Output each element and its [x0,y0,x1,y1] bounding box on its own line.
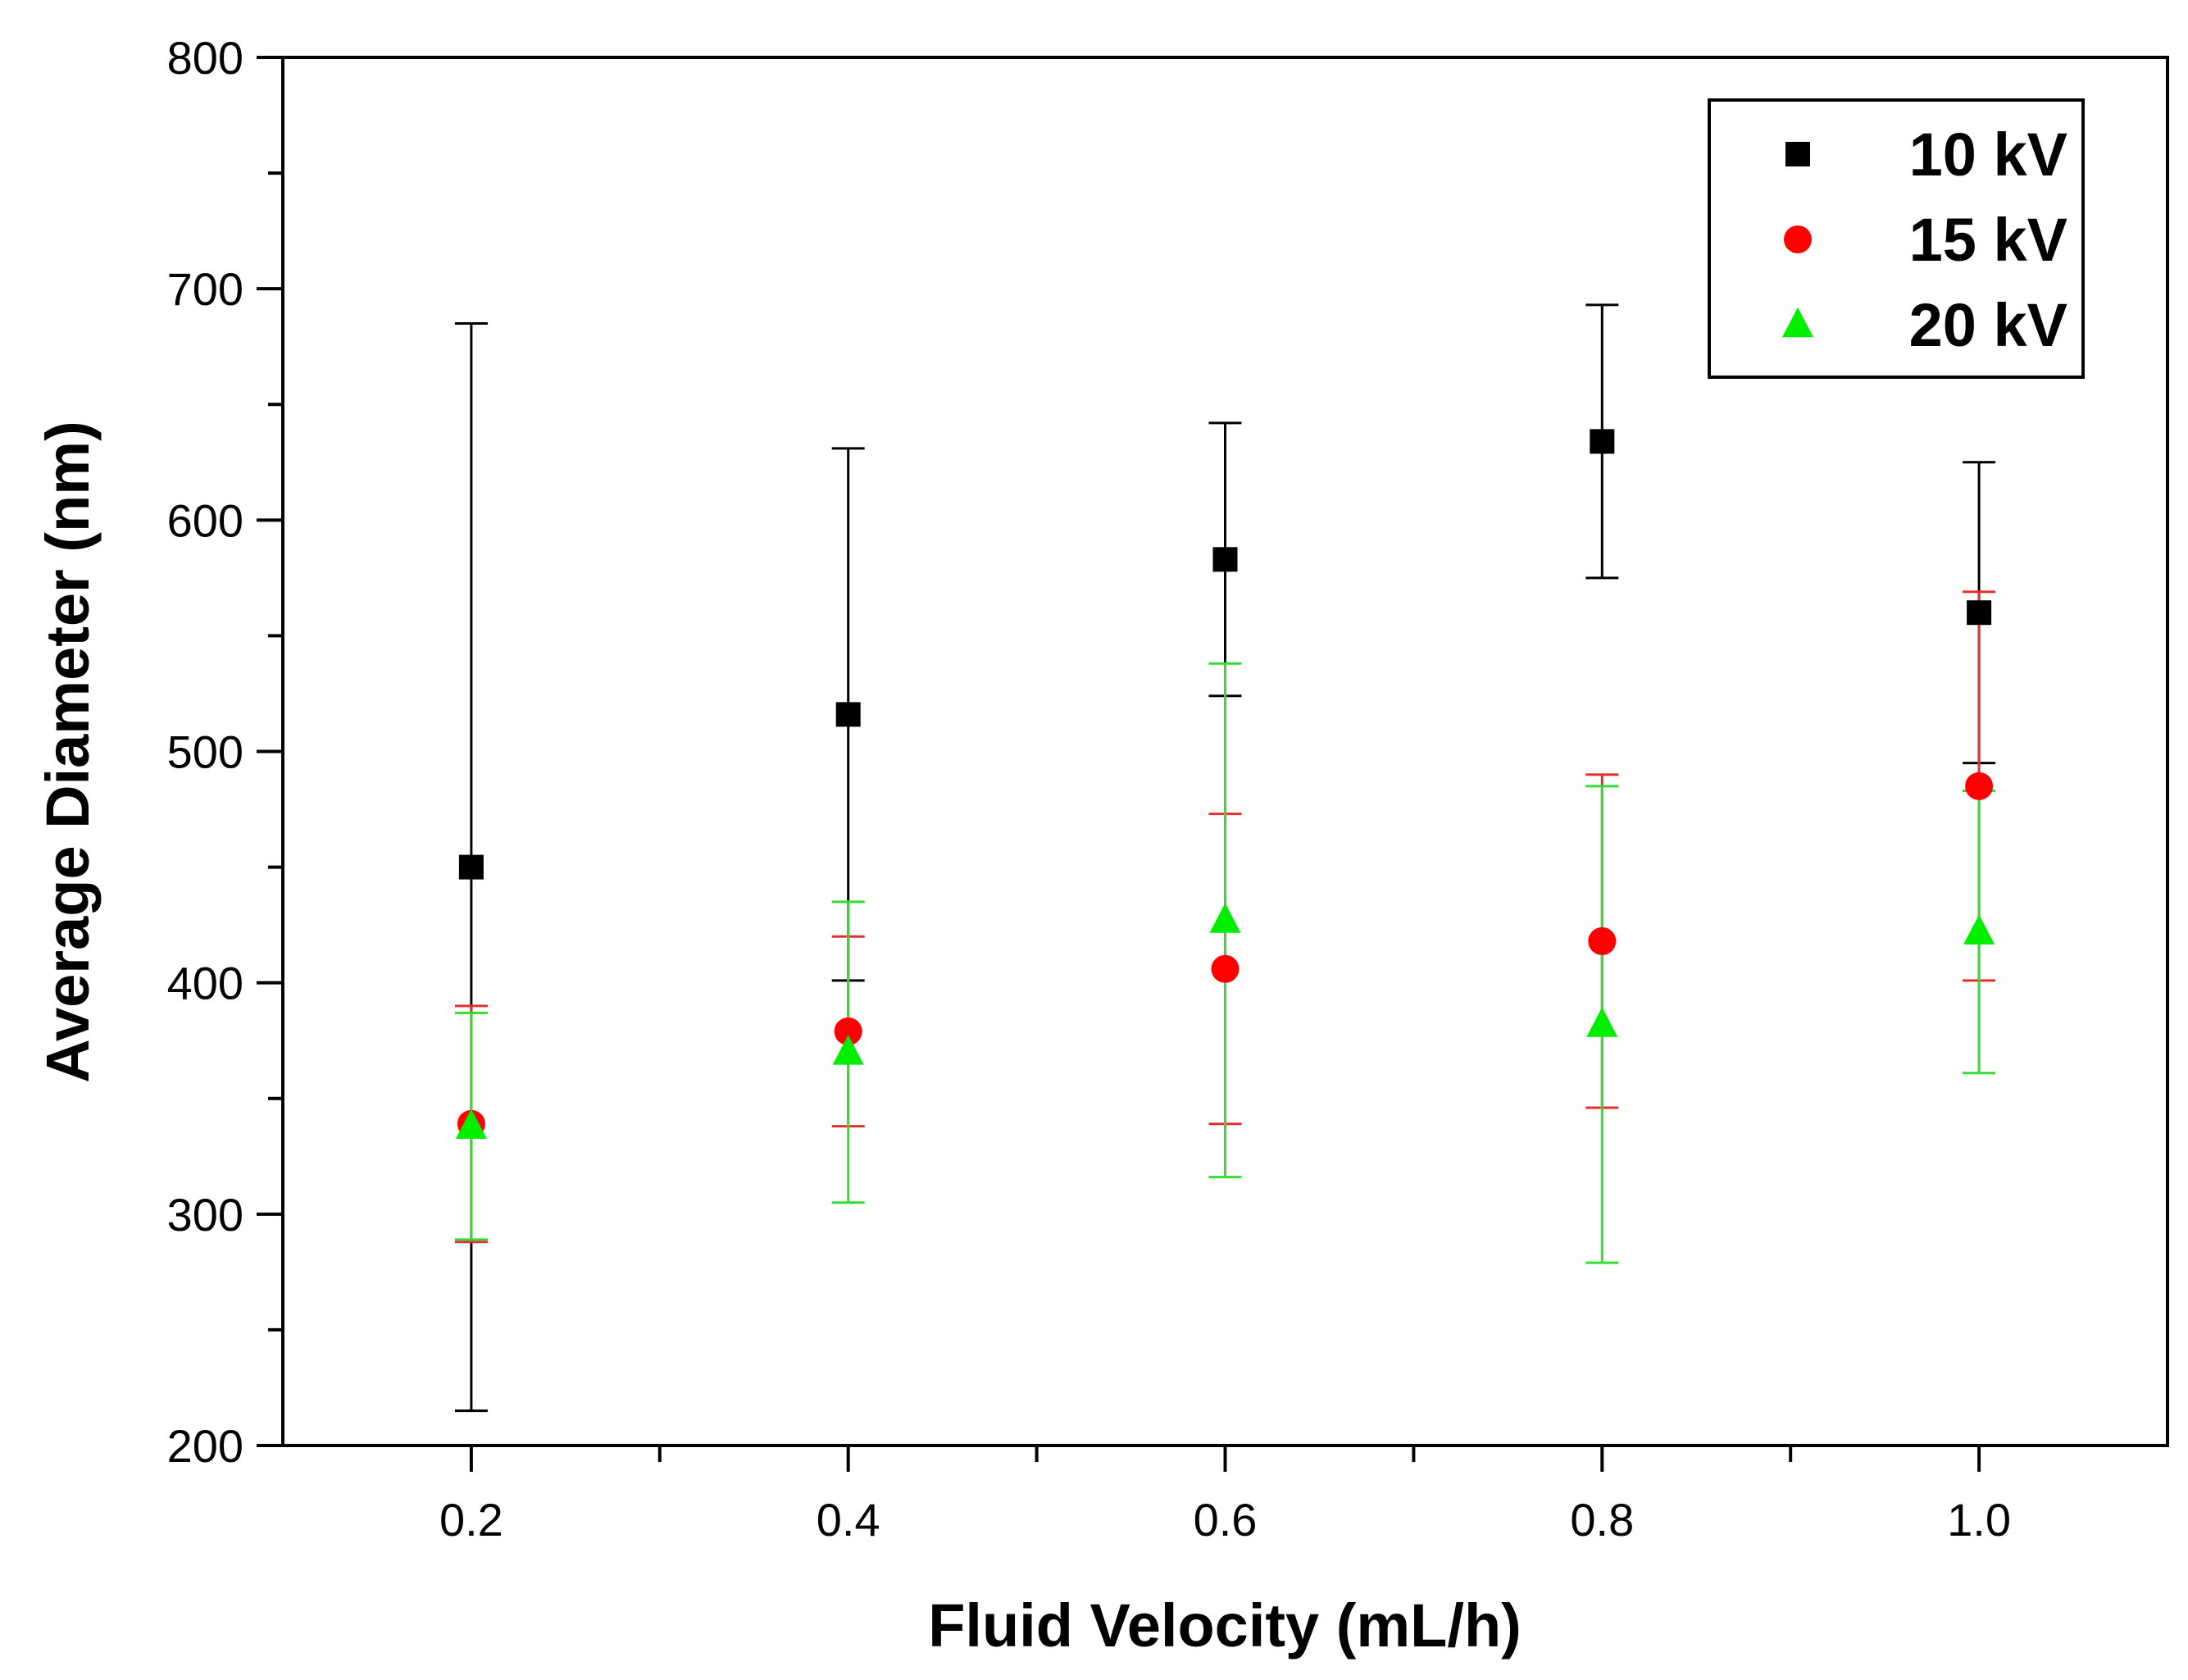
data-point-20kv [1209,903,1241,933]
data-point-20kv [455,1109,487,1139]
legend-marker-15kv [1784,225,1812,253]
data-point-10kv [1212,547,1238,572]
legend-label: 15 kV [1909,206,2067,274]
data-markers [455,429,1995,1139]
data-point-10kv [458,854,484,880]
x-tick-label: 0.8 [1570,1494,1634,1546]
data-point-10kv [1590,429,1615,454]
y-tick-label: 600 [167,494,243,546]
legend-label: 10 kV [1909,121,2067,189]
data-point-15kv [1965,772,1994,800]
x-tick-label: 0.2 [439,1494,503,1546]
y-tick-label: 800 [167,32,243,84]
y-tick-label: 400 [167,958,243,1009]
y-tick-label: 300 [167,1189,243,1241]
legend-box [1708,98,2085,379]
x-axis-label: Fluid Velocity (mL/h) [928,1591,1522,1660]
data-point-20kv [1963,914,1995,945]
y-axis-label: Average Diameter (nm) [34,421,102,1082]
legend-marker-10kv [1785,142,1810,166]
x-tick-label: 1.0 [1947,1494,2011,1546]
data-point-15kv [1211,954,1240,983]
axis-ticks: 200 300 400 500 600 700 800 0.2 0.4 0.6 0.8 1.0 [167,32,2011,1546]
data-point-15kv [834,1017,862,1045]
y-tick-label: 500 [167,726,243,778]
x-tick-label: 0.4 [817,1494,880,1546]
legend-marker-20kv [1782,307,1813,338]
legend-label: 20 kV [1909,291,2067,359]
y-tick-label: 700 [167,263,243,315]
data-point-20kv [1586,1007,1618,1037]
data-point-10kv [1967,600,1992,626]
data-point-20kv [832,1035,864,1065]
data-point-15kv [1588,927,1617,955]
error-bars [454,303,1996,1413]
legend: 10 kV 15 kV 20 kV [1708,98,2085,379]
data-point-10kv [835,702,861,727]
x-tick-label: 0.6 [1194,1494,1258,1546]
y-tick-label: 200 [167,1420,243,1472]
